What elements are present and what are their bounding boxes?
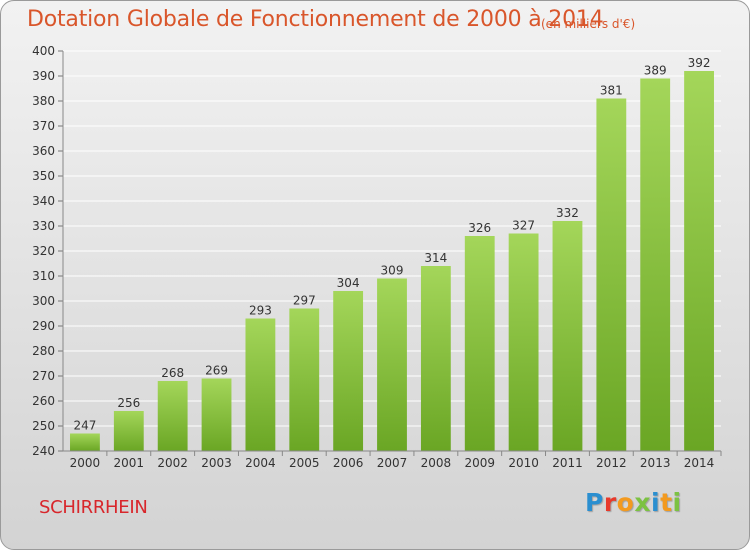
value-label-2009: 326 [468, 221, 491, 235]
logo-letter: P [585, 488, 604, 517]
x-tick-label-2006: 2006 [333, 456, 364, 470]
value-label-2001: 256 [117, 396, 140, 410]
bar-2004 [245, 318, 276, 451]
logo-letter: r [603, 488, 617, 517]
y-tick-label: 300 [32, 294, 55, 308]
x-tick-label-2014: 2014 [684, 456, 715, 470]
x-tick-label-2002: 2002 [157, 456, 188, 470]
y-tick-label: 250 [32, 419, 55, 433]
value-label-2013: 389 [644, 64, 667, 78]
y-tick-label: 320 [32, 244, 55, 258]
value-label-2002: 268 [161, 366, 184, 380]
bar-2010 [508, 233, 539, 451]
x-tick-label-2009: 2009 [464, 456, 495, 470]
bar-2002 [157, 381, 188, 451]
value-label-2000: 247 [73, 419, 96, 433]
logo-letter: x [634, 488, 651, 517]
bar-2006 [333, 291, 364, 451]
value-label-2007: 309 [381, 264, 404, 278]
logo-letter: i [651, 488, 661, 517]
y-tick-label: 240 [32, 444, 55, 458]
y-tick-label: 290 [32, 319, 55, 333]
value-label-2005: 297 [293, 294, 316, 308]
bar-2008 [420, 266, 451, 451]
value-label-2012: 381 [600, 84, 623, 98]
bar-2011 [552, 221, 583, 451]
y-tick-label: 310 [32, 269, 55, 283]
y-tick-label: 280 [32, 344, 55, 358]
bars [70, 71, 714, 451]
value-label-2014: 392 [688, 56, 711, 70]
x-tick-label-2011: 2011 [552, 456, 583, 470]
y-tick-label: 370 [32, 119, 55, 133]
x-tick-label-2005: 2005 [289, 456, 320, 470]
value-label-2008: 314 [424, 251, 447, 265]
bar-2005 [289, 308, 320, 451]
y-tick-label: 270 [32, 369, 55, 383]
x-tick-label-2010: 2010 [508, 456, 539, 470]
y-tick-label: 330 [32, 219, 55, 233]
y-tick-label: 380 [32, 94, 55, 108]
commune-name: SCHIRRHEIN [39, 497, 148, 518]
x-tick-label-2012: 2012 [596, 456, 627, 470]
x-tick-label-2003: 2003 [201, 456, 232, 470]
bar-2014 [684, 71, 714, 451]
y-tick-label: 350 [32, 169, 55, 183]
bar-2013 [640, 78, 671, 451]
y-tick-label: 360 [32, 144, 55, 158]
x-tick-label-2007: 2007 [377, 456, 408, 470]
chart-unit-label: (en milliers d'€) [541, 17, 636, 31]
logo-letter: i [672, 488, 682, 517]
bar-2009 [464, 236, 495, 451]
x-tick-label-2008: 2008 [421, 456, 452, 470]
y-tick-label: 390 [32, 69, 55, 83]
x-tick-label-2001: 2001 [114, 456, 145, 470]
y-tick-label: 400 [32, 44, 55, 58]
chart-title: Dotation Globale de Fonctionnement de 20… [27, 7, 604, 32]
value-label-2003: 269 [205, 364, 228, 378]
proxiti-logo: Proxiti [585, 488, 682, 517]
bar-2003 [201, 378, 232, 451]
value-label-2006: 304 [337, 276, 360, 290]
logo-letter: t [660, 488, 673, 517]
x-tick-label-2000: 2000 [70, 456, 101, 470]
bar-2012 [596, 98, 627, 451]
bar-2000 [70, 433, 100, 451]
y-tick-label: 340 [32, 194, 55, 208]
value-labels: 247 256 268 269 293 297 304 309 314 326 327 332 381 3… [73, 56, 710, 433]
x-axis: 2000 2001 2002 2003 2004 2005 2006 2007 2008 2009… [63, 450, 722, 470]
x-tick-label-2004: 2004 [245, 456, 276, 470]
x-tick-label-2013: 2013 [640, 456, 671, 470]
value-label-2011: 332 [556, 206, 579, 220]
value-label-2004: 293 [249, 304, 272, 318]
logo-letter: o [616, 488, 635, 517]
bar-2007 [377, 278, 407, 451]
y-tick-label: 260 [32, 394, 55, 408]
value-label-2010: 327 [512, 219, 535, 233]
y-axis: 240 250 260 270 280 290 300 310 320 330 340 350 360 3… [32, 44, 64, 458]
bar-2001 [113, 411, 144, 451]
